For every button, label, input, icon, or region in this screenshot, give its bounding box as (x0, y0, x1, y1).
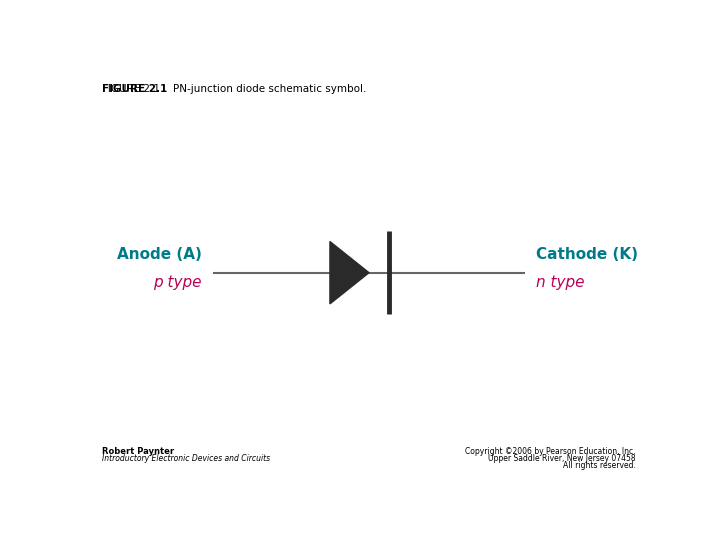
Text: p type: p type (153, 275, 202, 290)
Text: Upper Saddle River, New Jersey 07458: Upper Saddle River, New Jersey 07458 (488, 454, 636, 463)
Text: Anode (A): Anode (A) (117, 247, 202, 262)
Text: Introductory Electronic Devices and Circuits: Introductory Electronic Devices and Circ… (102, 454, 271, 463)
Text: Cathode (K): Cathode (K) (536, 247, 639, 262)
Text: n type: n type (536, 275, 585, 290)
Text: Robert Paynter: Robert Paynter (102, 448, 174, 456)
Polygon shape (330, 241, 369, 304)
Text: All rights reserved.: All rights reserved. (563, 461, 636, 470)
Text: FIGURE 2.1: FIGURE 2.1 (102, 84, 168, 93)
Text: FIGURE 2.1    PN-junction diode schematic symbol.: FIGURE 2.1 PN-junction diode schematic s… (102, 84, 366, 93)
Text: Copyright ©2006 by Pearson Education, Inc.: Copyright ©2006 by Pearson Education, In… (465, 448, 636, 456)
